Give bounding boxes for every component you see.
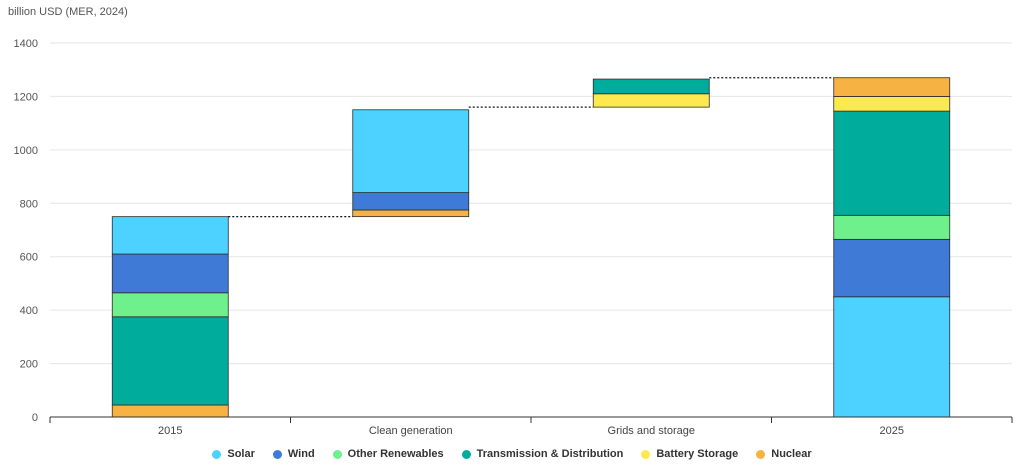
- bar-segment[interactable]: [592, 78, 710, 95]
- y-tick-label: 0: [32, 412, 38, 424]
- legend-label: Wind: [287, 448, 315, 460]
- bar-segment[interactable]: [111, 216, 229, 255]
- x-tick-label: 2015: [158, 425, 182, 437]
- legend-item[interactable]: Other Renewables: [332, 448, 444, 460]
- legend-swatch-icon: [212, 449, 222, 459]
- y-tick-label: 400: [20, 305, 38, 317]
- y-tick-label: 200: [20, 359, 38, 371]
- x-tick-label: Grids and storage: [608, 425, 695, 437]
- connectors: [228, 77, 834, 218]
- legend-label: Transmission & Distribution: [476, 448, 624, 460]
- y-axis-ticks: 0 200 400 600 800 1000 1200 1400: [14, 38, 38, 424]
- bar-segment[interactable]: [833, 296, 951, 418]
- bar-segment[interactable]: [352, 192, 470, 211]
- bar-segment[interactable]: [833, 110, 951, 216]
- y-tick-label: 800: [20, 198, 38, 210]
- legend-item[interactable]: Battery Storage: [641, 448, 738, 460]
- y-tick-label: 1000: [14, 145, 38, 157]
- legend-swatch-icon: [461, 449, 471, 459]
- bar-segment[interactable]: [111, 292, 229, 318]
- x-axis: 2015 Clean generation Grids and storage 202…: [49, 416, 1013, 437]
- legend-label: Other Renewables: [347, 448, 444, 460]
- y-tick-label: 1400: [14, 38, 38, 50]
- bar-segment[interactable]: [352, 209, 470, 218]
- bar-segment[interactable]: [833, 96, 951, 112]
- bar-segment[interactable]: [111, 316, 229, 406]
- legend-item[interactable]: Wind: [272, 448, 315, 460]
- bar-segment[interactable]: [833, 238, 951, 298]
- x-tick-label: 2025: [880, 425, 904, 437]
- bars: [111, 77, 951, 418]
- legend-swatch-icon: [756, 449, 766, 459]
- bar-segment[interactable]: [111, 404, 229, 418]
- legend-label: Nuclear: [771, 448, 812, 460]
- legend-swatch-icon: [641, 449, 651, 459]
- bar-segment[interactable]: [833, 77, 951, 97]
- legend-item[interactable]: Nuclear: [756, 448, 812, 460]
- legend-swatch-icon: [272, 449, 282, 459]
- legend-swatch-icon: [332, 449, 342, 459]
- bar-segment[interactable]: [592, 93, 710, 108]
- bar-segment[interactable]: [111, 253, 229, 294]
- legend: Solar Wind Other Renewables Transmission & …: [0, 448, 1024, 460]
- legend-label: Battery Storage: [656, 448, 739, 460]
- y-tick-label: 600: [20, 252, 38, 264]
- legend-item[interactable]: Transmission & Distribution: [461, 448, 624, 460]
- bar-segment[interactable]: [352, 109, 470, 193]
- legend-label: Solar: [227, 448, 255, 460]
- waterfall-chart: 0 200 400 600 800 1000 1200 1400 2015 Clean gene…: [14, 38, 1013, 437]
- y-tick-label: 1200: [14, 91, 38, 103]
- bar-segment[interactable]: [833, 214, 951, 240]
- legend-item[interactable]: Solar: [212, 448, 255, 460]
- x-tick-label: Clean generation: [369, 425, 453, 437]
- y-axis-unit-label: billion USD (MER, 2024): [8, 6, 128, 18]
